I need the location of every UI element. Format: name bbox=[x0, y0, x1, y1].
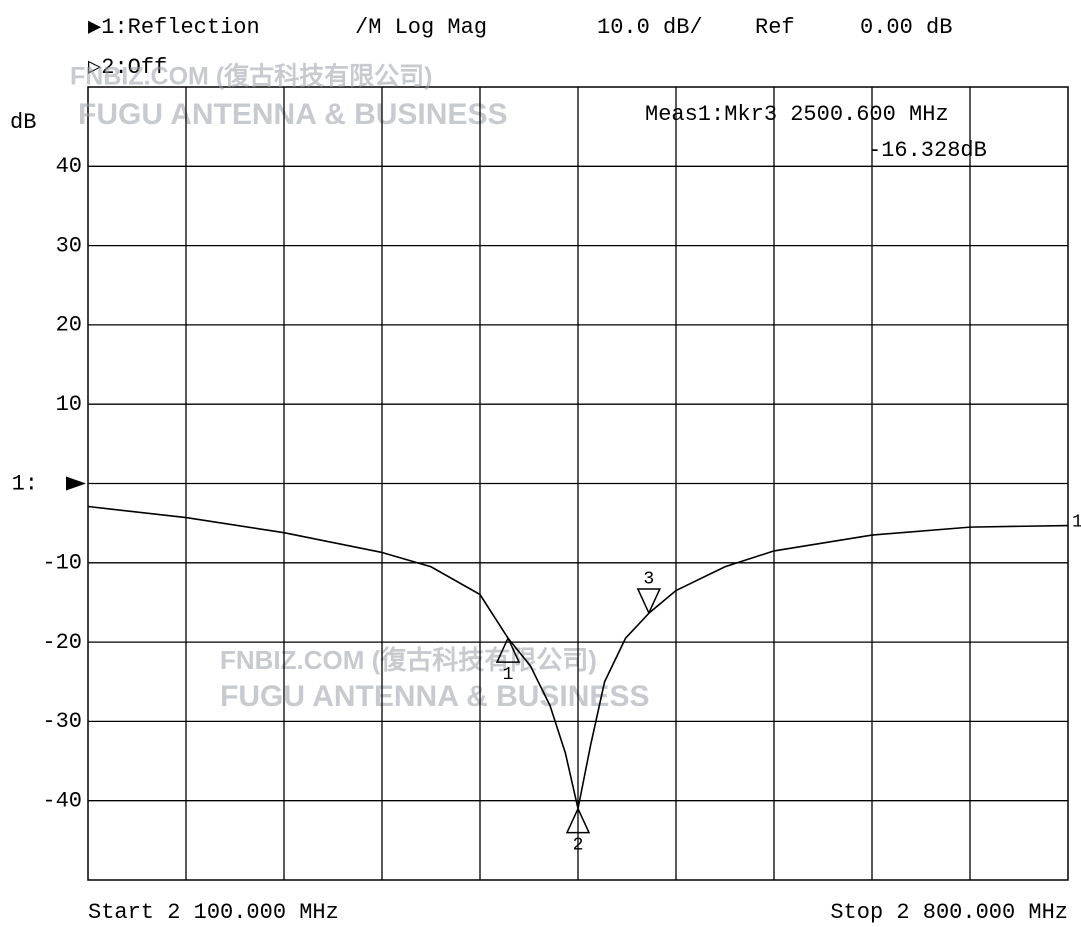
y-tick-label: 30 bbox=[56, 233, 82, 258]
header-text: /M Log Mag bbox=[355, 15, 487, 40]
trace-label: 1 bbox=[1072, 512, 1081, 532]
y-tick-label: 1: bbox=[12, 471, 38, 496]
y-tick-label: -10 bbox=[42, 551, 82, 576]
marker-label: 1 bbox=[503, 665, 514, 685]
marker-label: 2 bbox=[573, 835, 584, 855]
watermark: FNBIZ.COM (復古科技有限公司) bbox=[70, 62, 432, 91]
reference-arrow bbox=[66, 476, 86, 491]
watermark: FNBIZ.COM (復古科技有限公司) bbox=[220, 645, 597, 675]
header-text: Ref bbox=[755, 15, 795, 40]
marker bbox=[565, 806, 591, 834]
channel2-label: ▷2:Off bbox=[88, 55, 167, 80]
y-axis-label: dB bbox=[10, 110, 36, 135]
y-tick-label: -40 bbox=[42, 789, 82, 814]
marker-label: 3 bbox=[643, 570, 654, 590]
header-text: 10.0 dB/ bbox=[597, 15, 703, 40]
y-tick-label: 20 bbox=[56, 313, 82, 338]
watermark: FUGU ANTENNA & BUSINESS bbox=[78, 98, 507, 131]
header-text: ▶1:Reflection bbox=[88, 15, 260, 40]
y-tick-label: 10 bbox=[56, 392, 82, 417]
header-text: 0.00 dB bbox=[860, 15, 952, 40]
y-tick-label: -20 bbox=[42, 630, 82, 655]
y-tick-label: -30 bbox=[42, 709, 82, 734]
y-tick-label: 40 bbox=[56, 154, 82, 179]
marker bbox=[495, 636, 521, 663]
marker-readout-value: -16.328dB bbox=[868, 138, 987, 163]
marker-readout: Meas1:Mkr3 2500.600 MHz bbox=[645, 102, 949, 127]
start-label: Start 2 100.000 MHz bbox=[88, 900, 339, 925]
marker bbox=[636, 588, 662, 615]
stop-label: Stop 2 800.000 MHz bbox=[830, 900, 1068, 925]
